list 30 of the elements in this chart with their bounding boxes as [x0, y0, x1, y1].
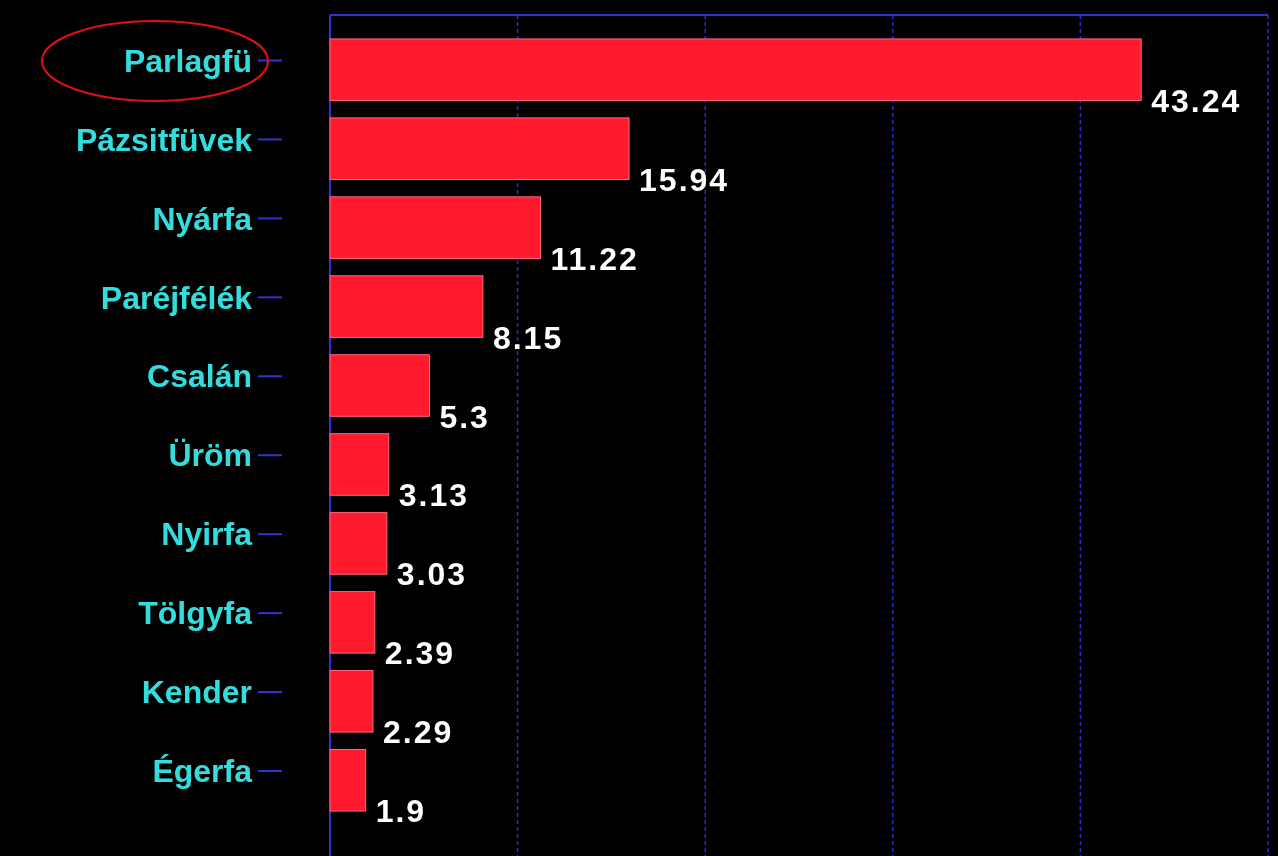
bar	[329, 591, 376, 654]
data-label: 8.15	[492, 319, 564, 356]
data-label: 11.22	[550, 240, 639, 277]
bar	[329, 196, 541, 259]
y-tick-label: Parlagfü	[123, 42, 252, 79]
y-tick-label: Csalán	[147, 358, 252, 395]
bar	[329, 512, 388, 575]
y-tick-label: Üröm	[168, 437, 252, 474]
y-tick-label: Égerfa	[152, 753, 253, 790]
data-label: 3.03	[396, 556, 468, 593]
bar	[329, 433, 390, 496]
bar	[329, 748, 367, 812]
bar	[329, 670, 374, 733]
data-label: 15.94	[639, 161, 730, 198]
data-label: 1.9	[375, 793, 427, 830]
bar	[329, 275, 484, 338]
bar	[329, 354, 430, 417]
y-tick-label: Kender	[141, 674, 252, 711]
y-tick-label: Paréjfélék	[100, 279, 253, 316]
data-label: 3.13	[398, 477, 469, 514]
y-tick-label: Tölgyfa	[138, 595, 253, 632]
bar	[329, 117, 630, 180]
data-label: 2.29	[382, 714, 454, 751]
data-label: 2.39	[384, 635, 456, 672]
bar	[329, 38, 1142, 102]
data-label: 5.3	[439, 398, 490, 435]
y-tick-label: Nyirfa	[161, 516, 253, 553]
data-label: 43.24	[1151, 82, 1242, 119]
y-tick-label: Pázsitfüvek	[75, 121, 253, 158]
y-tick-label: Nyárfa	[152, 200, 253, 237]
